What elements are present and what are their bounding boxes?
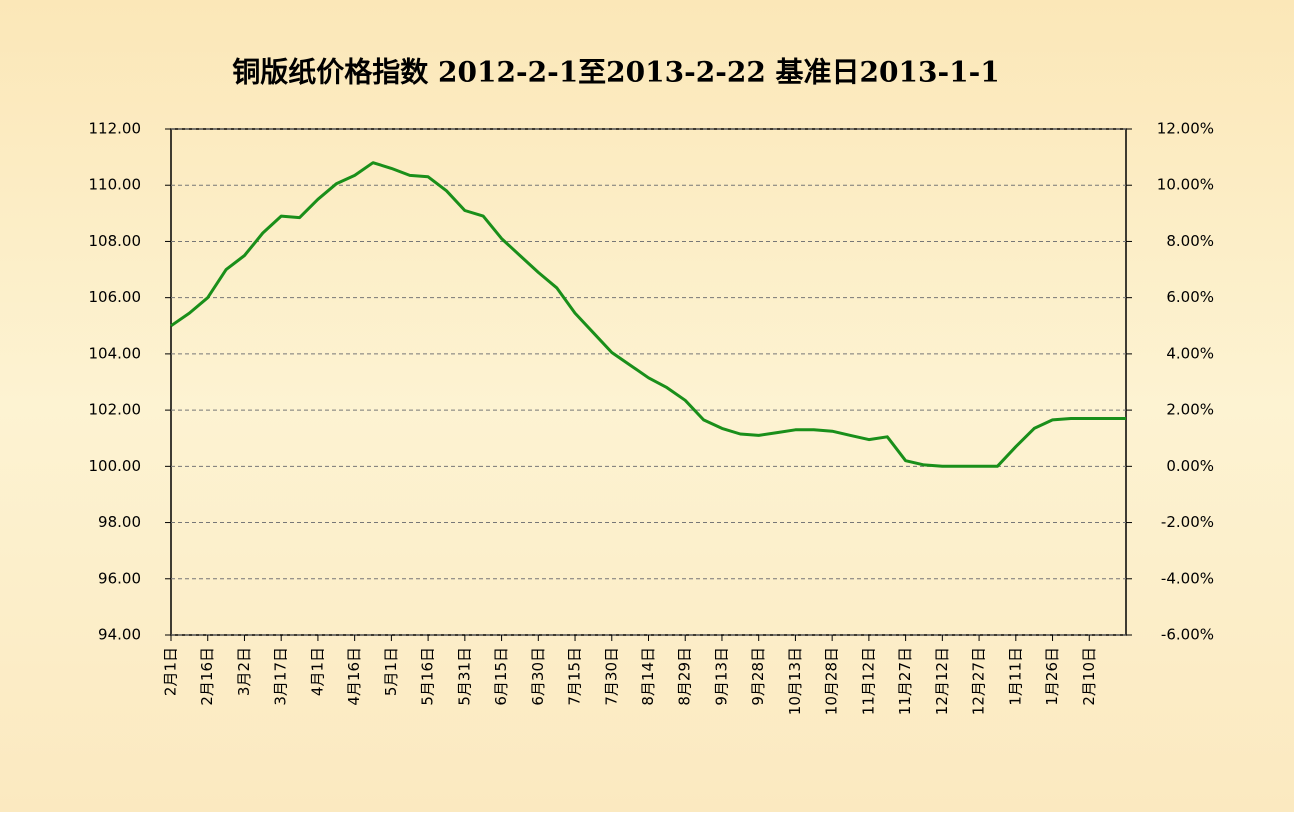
x-tick-label: 7月30日 xyxy=(602,647,620,706)
x-tick-label: 11月12日 xyxy=(859,647,877,715)
x-tick-label: 9月28日 xyxy=(749,647,767,706)
x-tick-label: 4月16日 xyxy=(345,647,363,706)
y2-tick-label: 10.00% xyxy=(1157,176,1214,194)
x-tick-label: 10月13日 xyxy=(786,647,804,715)
chart: 铜版纸价格指数 2012-2-1至2013-2-22 基准日2013-1-1 9… xyxy=(0,0,1294,812)
y-tick-label: 100.00 xyxy=(89,457,142,475)
x-tick-label: 6月15日 xyxy=(492,647,510,706)
x-tick-label: 1月26日 xyxy=(1043,647,1061,706)
y2-tick-label: 8.00% xyxy=(1166,232,1214,250)
x-tick-label: 11月27日 xyxy=(896,647,914,715)
x-tick-label: 5月1日 xyxy=(382,647,400,696)
x-tick-label: 8月14日 xyxy=(639,647,657,706)
y-tick-label: 112.00 xyxy=(89,120,142,138)
x-tick-label: 6月30日 xyxy=(529,647,547,706)
y-tick-label: 98.00 xyxy=(98,513,141,531)
y2-tick-label: 0.00% xyxy=(1166,457,1214,475)
x-tick-label: 2月16日 xyxy=(198,647,216,706)
y-tick-label: 102.00 xyxy=(89,401,142,419)
y2-tick-label: 6.00% xyxy=(1166,288,1214,306)
x-tick-label: 10月28日 xyxy=(823,647,841,715)
y-tick-label: 96.00 xyxy=(98,569,141,587)
x-tick-label: 4月1日 xyxy=(308,647,326,696)
x-tick-label: 7月15日 xyxy=(566,647,584,706)
x-tick-label: 2月10日 xyxy=(1080,647,1098,706)
x-tick-label: 3月17日 xyxy=(272,647,290,706)
y2-tick-label: 12.00% xyxy=(1157,120,1214,138)
y-tick-label: 106.00 xyxy=(89,288,142,306)
x-tick-label: 9月13日 xyxy=(712,647,730,706)
y-tick-label: 104.00 xyxy=(89,344,142,362)
y-tick-label: 108.00 xyxy=(89,232,142,250)
y-tick-label: 94.00 xyxy=(98,626,141,644)
page: 铜版纸价格指数 2012-2-1至2013-2-22 基准日2013-1-1 9… xyxy=(0,0,1294,812)
x-tick-label: 3月2日 xyxy=(235,647,253,696)
y2-tick-label: -2.00% xyxy=(1161,513,1214,531)
y-tick-label: 110.00 xyxy=(89,176,142,194)
y2-tick-label: -4.00% xyxy=(1161,569,1214,587)
y2-tick-label: 4.00% xyxy=(1166,344,1214,362)
chart-title: 铜版纸价格指数 2012-2-1至2013-2-22 基准日2013-1-1 xyxy=(232,56,999,89)
x-tick-label: 12月12日 xyxy=(933,647,951,715)
x-tick-label: 5月31日 xyxy=(455,647,473,706)
y2-tick-label: -6.00% xyxy=(1161,626,1214,644)
x-tick-label: 2月1日 xyxy=(162,647,180,696)
x-tick-label: 1月11日 xyxy=(1006,647,1024,706)
x-tick-label: 8月29日 xyxy=(676,647,694,706)
x-tick-label: 5月16日 xyxy=(419,647,437,706)
x-tick-label: 12月27日 xyxy=(970,647,988,715)
y2-tick-label: 2.00% xyxy=(1166,401,1214,419)
